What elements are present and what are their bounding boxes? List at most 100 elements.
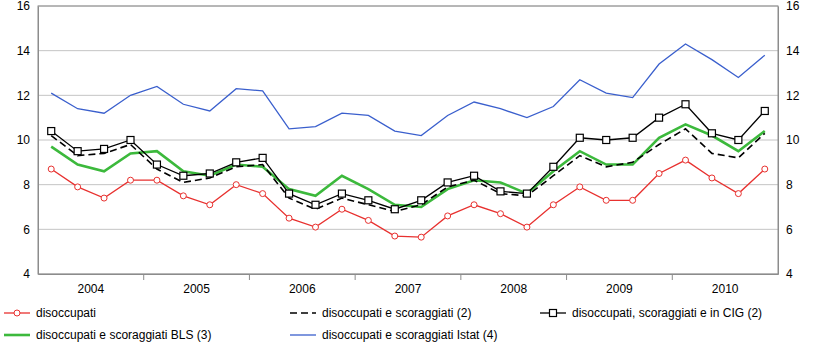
series-line: [51, 124, 765, 207]
y2-tick-label: 6: [786, 223, 793, 237]
grid-line: [38, 95, 778, 96]
series-marker: [761, 107, 768, 114]
y2-tick-label: 8: [786, 178, 793, 192]
y2-tick: 12: [778, 89, 800, 103]
x-tick-label: 2005: [183, 282, 210, 296]
series-marker: [523, 190, 530, 197]
y2-axis: 4 6 8 10 12 14 16: [778, 0, 800, 281]
legend-swatch: [4, 334, 30, 337]
series-marker: [48, 166, 54, 172]
series-marker: [101, 195, 107, 201]
series-marker: [391, 206, 398, 213]
series-marker: [128, 177, 134, 183]
grid: [38, 6, 778, 274]
y-axis-line: [38, 7, 39, 275]
y-tick: 16: [17, 0, 38, 13]
series-marker: [286, 215, 292, 221]
series-marker: [75, 184, 81, 190]
y2-tick-label: 12: [786, 89, 800, 103]
y2-tick: 4: [778, 267, 793, 281]
series-marker: [445, 213, 451, 219]
series-marker: [603, 137, 610, 144]
legend: disoccupati disoccupati e scoraggiati (2)…: [4, 306, 762, 342]
series-marker: [418, 234, 424, 240]
series-marker: [444, 179, 451, 186]
y2-tick: 16: [778, 0, 800, 13]
y-tick: 14: [17, 44, 38, 58]
series-marker: [313, 224, 319, 230]
x-tick-label: 2009: [606, 282, 633, 296]
series-marker: [339, 206, 345, 212]
series-marker: [153, 161, 160, 168]
series-marker: [365, 217, 371, 223]
y-tick-label: 14: [17, 44, 31, 58]
series-marker: [576, 134, 583, 141]
series-marker: [630, 197, 636, 203]
y-tick-label: 6: [23, 223, 30, 237]
series-marker: [471, 202, 477, 208]
x-separator: [143, 274, 144, 280]
series-marker: [312, 201, 319, 208]
y-tick-label: 12: [17, 89, 31, 103]
y2-tick-label: 14: [786, 44, 800, 58]
y-tick: 8: [23, 178, 38, 192]
series-marker: [392, 233, 398, 239]
series-line: [51, 104, 765, 209]
x-separator: [460, 274, 461, 280]
series-marker: [101, 145, 108, 152]
legend-item: disoccupati: [4, 306, 96, 320]
legend-item: disoccupati e scoraggiati (2): [290, 306, 471, 320]
legend-item: disoccupati, scoraggiati e in CIG (2): [540, 306, 762, 320]
y-tick-label: 4: [23, 267, 30, 281]
series-marker: [180, 172, 187, 179]
legend-label: disoccupati e scoraggiati Istat (4): [322, 328, 497, 342]
series-marker: [233, 182, 239, 188]
series-marker: [524, 224, 530, 230]
series-marker: [577, 184, 583, 190]
series-marker: [180, 193, 186, 199]
x-separator: [249, 274, 250, 280]
series-marker: [603, 197, 609, 203]
grid-line: [38, 229, 778, 230]
legend-item: disoccupati e scoraggiati BLS (3): [4, 328, 211, 342]
legend-label: disoccupati e scoraggiati BLS (3): [36, 328, 211, 342]
series-marker: [260, 191, 266, 197]
y-tick: 12: [17, 89, 38, 103]
series-marker: [233, 159, 240, 166]
x-axis: 2004200520062007200820092010: [39, 274, 779, 296]
x-tick-label: 2006: [289, 282, 316, 296]
series-marker: [629, 134, 636, 141]
y-tick: 6: [23, 223, 38, 237]
legend-label: disoccupati: [36, 306, 96, 320]
series-marker: [762, 166, 768, 172]
legend-swatch: [290, 334, 316, 335]
y2-tick: 6: [778, 223, 793, 237]
series-marker: [498, 211, 504, 217]
series-marker: [259, 154, 266, 161]
series-marker: [656, 171, 662, 177]
series-marker: [365, 197, 372, 204]
series-marker: [708, 130, 715, 137]
x-tick-label: 2010: [712, 282, 739, 296]
y-tick: 10: [17, 133, 38, 147]
series-marker: [709, 175, 715, 181]
y2-tick-label: 10: [786, 133, 800, 147]
series-marker: [735, 191, 741, 197]
series-marker: [682, 101, 689, 108]
series-marker: [656, 114, 663, 121]
series-marker: [497, 188, 504, 195]
x-tick-label: 2008: [500, 282, 527, 296]
y-axis: 4 6 8 10 12 14 16: [17, 0, 39, 281]
x-separator: [566, 274, 567, 280]
series-line: [51, 44, 765, 136]
series-marker: [48, 128, 55, 135]
y2-tick: 8: [778, 178, 793, 192]
series-marker: [735, 137, 742, 144]
chart: 4681012141646810121416200420052006200720…: [0, 0, 816, 348]
series-marker: [206, 170, 213, 177]
y2-tick: 10: [778, 133, 800, 147]
series-marker: [471, 172, 478, 179]
legend-swatch: [290, 312, 316, 314]
x-tick-label: 2004: [78, 282, 105, 296]
y2-tick-label: 16: [786, 0, 800, 13]
